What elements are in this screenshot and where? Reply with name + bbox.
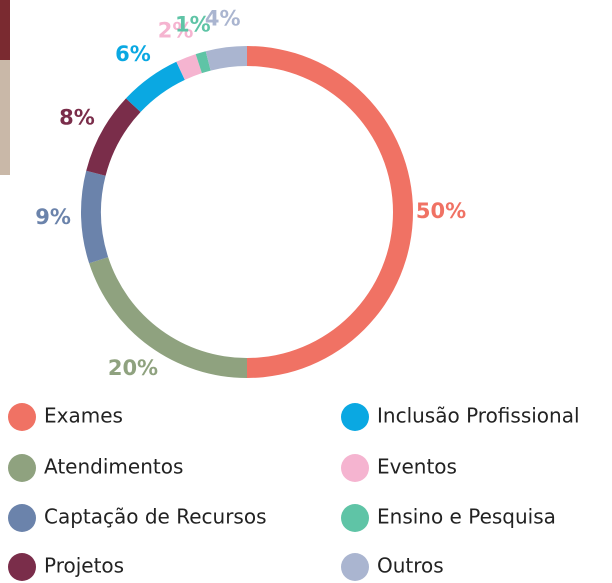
legend-swatch xyxy=(341,454,369,482)
value-label: 20% xyxy=(108,356,158,380)
slice xyxy=(247,46,413,378)
value-label: 8% xyxy=(59,106,95,130)
legend-swatch xyxy=(8,553,36,581)
slice xyxy=(81,171,108,264)
value-label: 6% xyxy=(115,42,151,66)
value-label: 9% xyxy=(35,205,71,229)
legend-swatch xyxy=(8,454,36,482)
legend-label: Exames xyxy=(44,404,123,428)
legend-label: Atendimentos xyxy=(44,455,183,479)
slice xyxy=(206,46,247,71)
slice xyxy=(126,62,185,112)
legend-swatch xyxy=(8,403,36,431)
legend-label: Inclusão Profissional xyxy=(377,404,580,428)
legend-swatch xyxy=(341,403,369,431)
legend-swatch xyxy=(8,504,36,532)
legend-label: Projetos xyxy=(44,554,124,578)
photo-fragment-top xyxy=(0,0,10,60)
value-label: 50% xyxy=(416,199,466,223)
legend-label: Ensino e Pesquisa xyxy=(377,505,556,529)
legend-label: Outros xyxy=(377,554,444,578)
legend-label: Eventos xyxy=(377,455,457,479)
chart: 50%20%9%8%6%2%1%4%ExamesAtendimentosCapt… xyxy=(0,0,612,583)
legend-swatch xyxy=(341,553,369,581)
legend-swatch xyxy=(341,504,369,532)
legend-label: Captação de Recursos xyxy=(44,505,267,529)
value-label: 4% xyxy=(205,7,241,31)
